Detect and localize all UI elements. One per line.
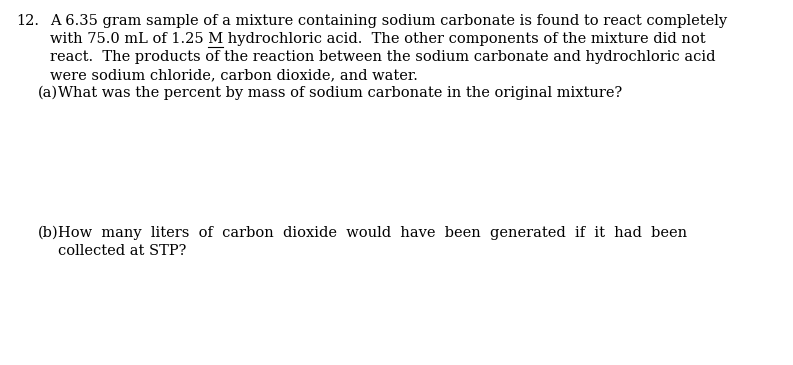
Text: were sodium chloride, carbon dioxide, and water.: were sodium chloride, carbon dioxide, an… (50, 68, 418, 82)
Text: with 75.0 mL of 1.25: with 75.0 mL of 1.25 (50, 32, 209, 46)
Text: react.  The products of the reaction between the sodium carbonate and hydrochlor: react. The products of the reaction betw… (50, 50, 715, 64)
Text: What was the percent by mass of sodium carbonate in the original mixture?: What was the percent by mass of sodium c… (58, 86, 623, 100)
Text: How  many  liters  of  carbon  dioxide  would  have  been  generated  if  it  ha: How many liters of carbon dioxide would … (58, 226, 687, 240)
Text: with 75.0 mL of 1.25 M hydrochloric acid.  The other components of the mixture d: with 75.0 mL of 1.25 M hydrochloric acid… (50, 32, 706, 46)
Text: A 6.35 gram sample of a mixture containing sodium carbonate is found to react co: A 6.35 gram sample of a mixture containi… (50, 14, 727, 28)
Text: (a): (a) (38, 86, 58, 100)
Text: 12.: 12. (16, 14, 39, 28)
Text: collected at STP?: collected at STP? (58, 244, 186, 258)
Text: (b): (b) (38, 226, 59, 240)
